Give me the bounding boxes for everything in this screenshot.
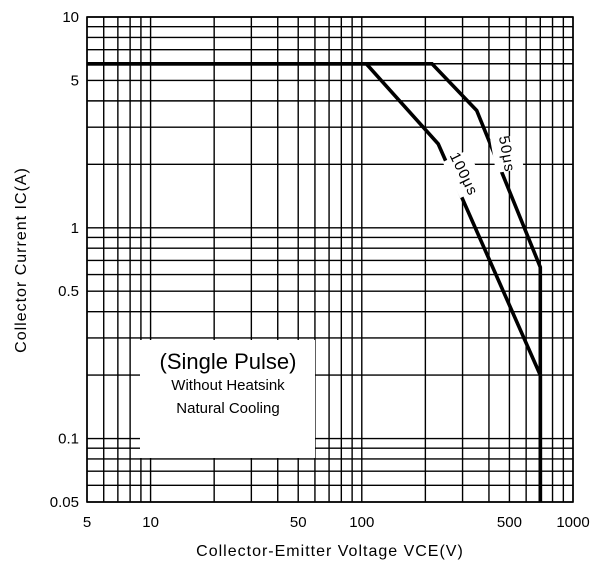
x-tick-label: 10 <box>142 514 159 531</box>
grid <box>86 16 574 503</box>
x-tick-label: 500 <box>497 514 522 531</box>
series-line-100us <box>87 62 543 502</box>
annotation-box: (Single Pulse) Without Heatsink Natural … <box>140 340 315 458</box>
y-tick-label: 5 <box>71 72 79 89</box>
tick-labels: 5 10 50 100 500 1000 0.05 0.1 0.5 1 5 10 <box>50 9 590 531</box>
y-tick-label: 0.1 <box>58 431 79 448</box>
y-tick-label: 0.05 <box>50 494 79 511</box>
y-axis-label: Collector Current IC(A) <box>13 167 30 353</box>
plot-frame <box>86 16 574 503</box>
y-tick-label: 1 <box>71 220 79 237</box>
x-tick-label: 5 <box>83 514 91 531</box>
curve-labels: 50μs 100μs <box>442 134 524 199</box>
y-tick-label: 0.5 <box>58 283 79 300</box>
x-tick-label: 50 <box>290 514 307 531</box>
x-tick-label: 100 <box>349 514 374 531</box>
y-tick-label: 10 <box>62 9 79 26</box>
series-label-50us: 50μs <box>495 134 518 173</box>
x-tick-label: 1000 <box>556 514 589 531</box>
x-axis-label: Collector-Emitter Voltage VCE(V) <box>196 543 464 560</box>
annotation-line-1: Without Heatsink <box>171 377 285 394</box>
annotation-line-2: Natural Cooling <box>176 400 279 417</box>
curves <box>87 62 543 502</box>
annotation-title: (Single Pulse) <box>160 349 297 374</box>
